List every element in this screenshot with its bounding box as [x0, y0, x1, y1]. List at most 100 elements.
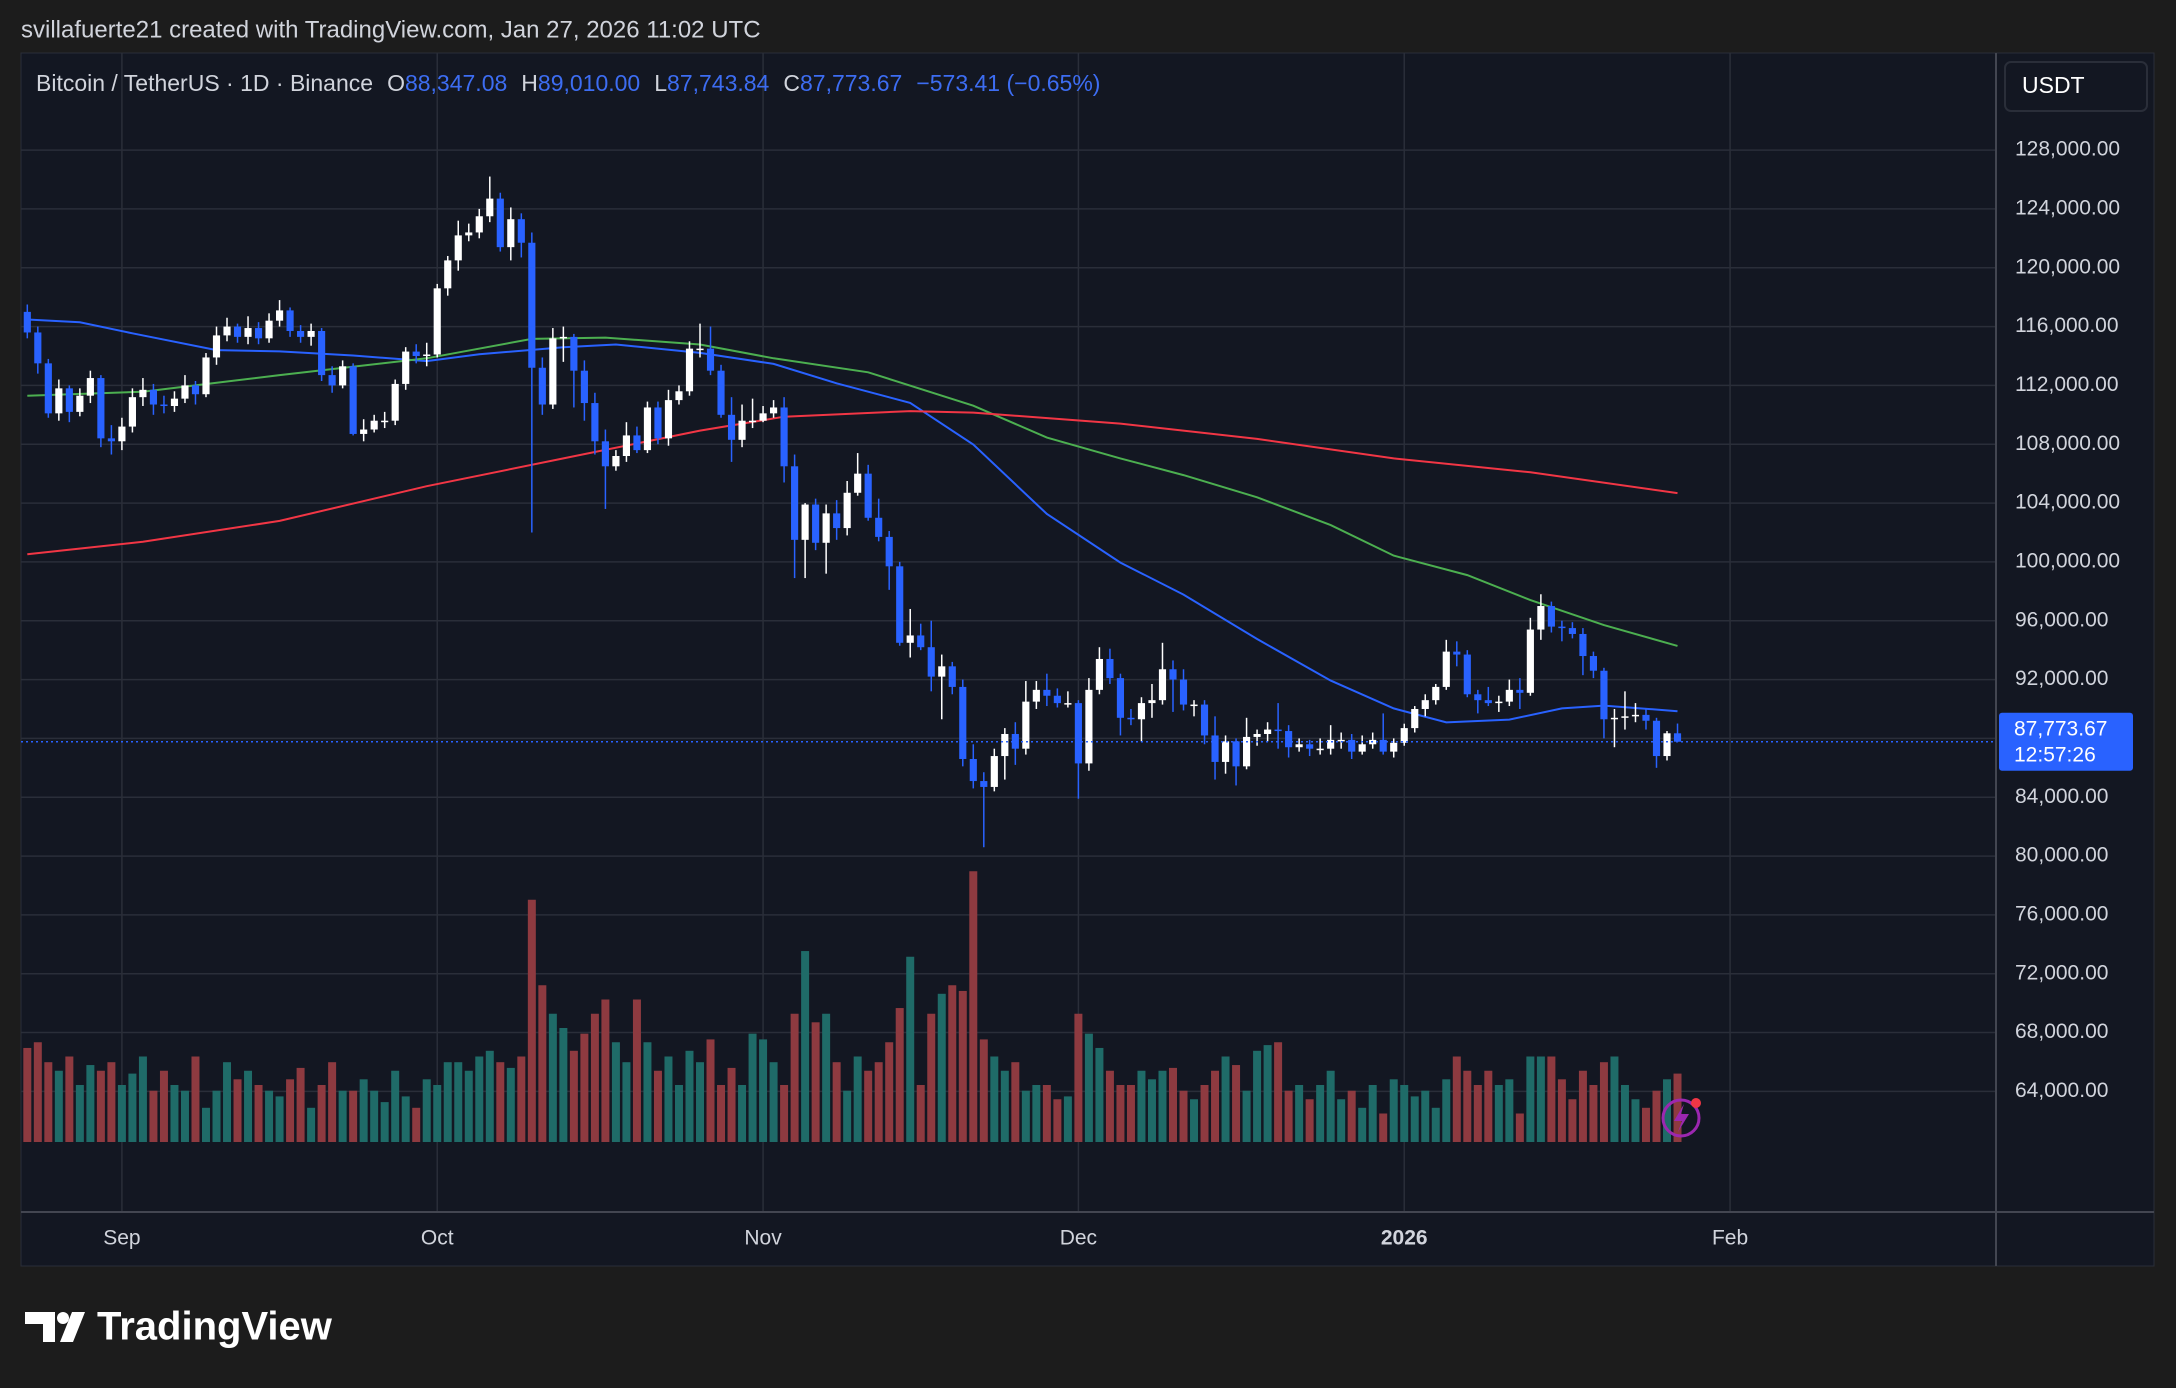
volume-bar — [433, 1085, 442, 1142]
volume-bar — [527, 899, 536, 1142]
currency-button[interactable] — [2004, 61, 2148, 112]
candle-body — [107, 438, 115, 442]
brand-name: TradingView — [97, 1305, 333, 1349]
volume-bar — [1137, 1070, 1146, 1142]
candle-body — [34, 332, 42, 364]
candle-body — [433, 288, 441, 355]
volume-bar — [769, 1062, 778, 1142]
volume-bar — [1368, 1085, 1377, 1142]
candle-body — [1642, 714, 1650, 721]
volume-bar — [780, 1085, 789, 1142]
candle-body — [1411, 708, 1419, 729]
y-tick-label: 96,000.00 — [2015, 608, 2108, 631]
candle-body — [1274, 729, 1282, 732]
volume-bar — [317, 1085, 326, 1142]
volume-bar — [1463, 1070, 1472, 1142]
volume-bar — [54, 1070, 63, 1142]
candle-body — [917, 635, 925, 648]
candle-body — [1032, 689, 1040, 702]
alert-dot[interactable] — [1691, 1098, 1701, 1108]
candle-body — [927, 647, 935, 677]
candle-body — [318, 330, 326, 376]
candle-body — [475, 216, 483, 233]
volume-bar — [843, 1090, 852, 1142]
volume-bar — [1053, 1099, 1062, 1142]
candle-body — [1652, 720, 1661, 757]
volume-bar — [738, 1085, 747, 1142]
candle-body — [1673, 733, 1682, 742]
volume-bar — [580, 1033, 589, 1142]
volume-bar — [391, 1070, 400, 1142]
candle-body — [391, 383, 399, 421]
candle-body — [233, 326, 242, 337]
volume-bar — [748, 1033, 757, 1142]
candle-body — [1400, 728, 1408, 743]
volume-bar — [1211, 1070, 1220, 1142]
volume-bar — [1074, 1013, 1083, 1142]
candle-body — [1568, 628, 1576, 634]
volume-bar — [622, 1062, 631, 1142]
candle-body — [1327, 739, 1335, 749]
candle-body — [664, 400, 673, 439]
volume-bar — [1505, 1079, 1514, 1142]
volume-bar — [1547, 1056, 1556, 1142]
volume-bar — [1032, 1085, 1041, 1142]
volume-bar — [1484, 1070, 1493, 1142]
candle-body — [717, 370, 725, 415]
candle-body — [55, 388, 63, 414]
candle-body — [423, 354, 431, 357]
volume-bar — [1410, 1096, 1419, 1142]
alert-ring[interactable] — [1661, 1098, 1701, 1138]
y-tick-label: 124,000.00 — [2015, 196, 2120, 219]
volume-bar — [475, 1056, 484, 1142]
candle-body — [622, 435, 631, 457]
alert-bolt[interactable] — [1674, 1104, 1689, 1132]
volume-bar — [265, 1090, 274, 1142]
logo-t — [25, 1312, 55, 1342]
volume-bar — [1242, 1090, 1251, 1142]
candle-body — [223, 326, 231, 336]
candle-body — [643, 407, 652, 451]
candle-body — [360, 429, 368, 434]
volume-bar — [380, 1102, 389, 1142]
volume-bar — [1589, 1085, 1598, 1142]
volume-bar — [1305, 1099, 1314, 1142]
candle-body — [65, 388, 73, 412]
volume-bar — [874, 1062, 883, 1142]
candle-body — [654, 407, 662, 439]
volume-bar — [811, 1022, 820, 1142]
volume-bar — [338, 1090, 347, 1142]
close-key: C — [783, 70, 800, 96]
candle-body — [1337, 739, 1345, 742]
candle-body — [328, 375, 336, 386]
volume-bar — [159, 1070, 168, 1142]
candle-body — [1074, 703, 1082, 764]
candle-body — [885, 536, 893, 567]
candle-body — [465, 232, 473, 236]
candle-body — [454, 235, 462, 261]
candle-body — [1537, 606, 1545, 630]
volume-bar — [653, 1070, 662, 1142]
candle-body — [822, 513, 830, 543]
volume-bar — [611, 1042, 620, 1142]
volume-bar — [1610, 1056, 1619, 1142]
candle-body — [44, 363, 52, 414]
candle-body — [1600, 670, 1608, 720]
volume-bar — [916, 1085, 925, 1142]
candle-body — [1505, 689, 1513, 702]
candle-body — [1348, 739, 1356, 752]
candle-body — [1295, 744, 1303, 748]
candle-body — [191, 385, 200, 395]
candle-body — [286, 310, 294, 331]
volume-bar — [370, 1090, 379, 1142]
volume-bar — [664, 1056, 673, 1142]
volume-bar — [307, 1107, 316, 1142]
alert-icon[interactable] — [1661, 1098, 1701, 1138]
candle-body — [559, 336, 567, 339]
volume-bar — [464, 1070, 473, 1142]
y-tick-label: 64,000.00 — [2015, 1079, 2108, 1102]
volume-bar — [212, 1090, 221, 1142]
candle-body — [770, 407, 778, 414]
candle-body — [1474, 694, 1482, 701]
currency-label[interactable]: USDT — [2022, 72, 2085, 98]
